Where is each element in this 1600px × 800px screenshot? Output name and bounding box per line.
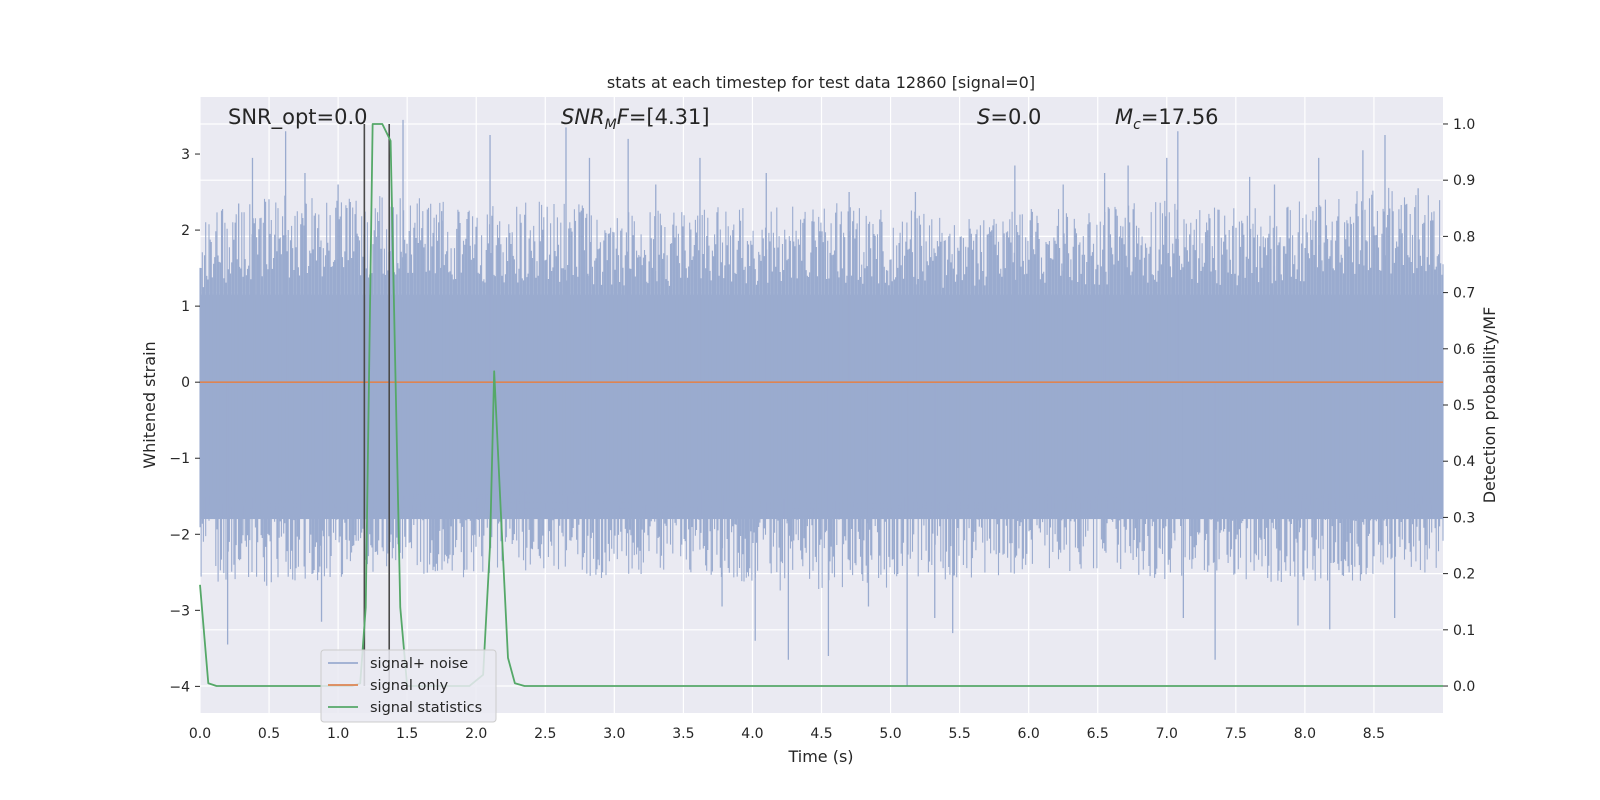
snr-mf-subscript: M [605, 117, 617, 133]
legend: signal+ noise signal only signal statist… [320, 649, 497, 723]
y-tick-label: 1 [181, 299, 190, 315]
y2-tick-label: 0.5 [1453, 398, 1475, 414]
y2-tick-label: 0.4 [1453, 454, 1475, 470]
x-tick-label: 0.0 [189, 726, 211, 742]
y2-tick-label: 0.1 [1453, 623, 1475, 639]
chart-title: stats at each timestep for test data 128… [607, 73, 1035, 92]
snr-mf-symbol-2: F [617, 105, 630, 129]
y2-tick-label: 0.0 [1453, 679, 1475, 695]
legend-label-signal-only: signal only [370, 678, 449, 694]
legend-label-signal-statistics: signal statistics [370, 700, 482, 716]
y2-tick-label: 0.9 [1453, 173, 1475, 189]
mc-subscript: c [1133, 117, 1141, 133]
x-tick-label: 3.5 [672, 726, 694, 742]
y-tick-label: −4 [169, 679, 190, 695]
mc-annotation: Mc=17.56 [1115, 105, 1219, 133]
s-annotation: S=0.0 [977, 105, 1041, 129]
signal-noise-series [199, 119, 1444, 687]
x-tick-label: 7.5 [1225, 726, 1247, 742]
y2-tick-label: 0.3 [1453, 510, 1475, 526]
snr-mf-annotation: SNRMF=[4.31] [561, 105, 710, 133]
x-tick-label: 1.5 [396, 726, 418, 742]
snr-opt-annotation: SNR_opt=0.0 [228, 105, 368, 130]
y-tick-label: 0 [181, 375, 190, 391]
y-tick-label: 2 [181, 223, 190, 239]
y-tick-label: −1 [169, 451, 190, 467]
y2-tick-label: 0.6 [1453, 342, 1475, 358]
x-tick-label: 5.0 [879, 726, 901, 742]
x-tick-label: 8.0 [1294, 726, 1316, 742]
y2-tick-label: 0.8 [1453, 229, 1475, 245]
x-axis-ticks: 0.0 0.5 1.0 1.5 2.0 2.5 3.0 3.5 4.0 4.5 5.0 5.5 6.0 6… [189, 726, 1385, 742]
mc-value: =17.56 [1141, 105, 1219, 129]
y-tick-label: 3 [181, 147, 190, 163]
x-tick-label: 2.5 [534, 726, 556, 742]
x-tick-label: 4.0 [741, 726, 763, 742]
x-tick-label: 5.5 [948, 726, 970, 742]
y2-tick-label: 0.2 [1453, 567, 1475, 583]
y-tick-label: −2 [169, 527, 190, 543]
s-symbol: S [977, 105, 990, 129]
x-tick-label: 4.5 [810, 726, 832, 742]
x-tick-label: 2.0 [465, 726, 487, 742]
mc-symbol: M [1115, 105, 1133, 129]
y-axis-label: Whitened strain [140, 341, 159, 468]
x-tick-label: 0.5 [258, 726, 280, 742]
x-tick-label: 1.0 [327, 726, 349, 742]
y2-axis-label: Detection probability/MF [1480, 307, 1499, 504]
y-axis-ticks: 3 2 1 0 −1 −2 −3 −4 [169, 147, 200, 695]
y-tick-label: −3 [169, 603, 190, 619]
legend-label-signal-noise: signal+ noise [370, 656, 468, 672]
x-tick-label: 6.5 [1087, 726, 1109, 742]
vertical-markers [363, 123, 391, 687]
x-tick-label: 7.0 [1156, 726, 1178, 742]
legend-box [320, 649, 497, 723]
y2-axis-ticks: 1.0 0.9 0.8 0.7 0.6 0.5 0.4 0.3 0.2 0.1 0.0 [1443, 117, 1475, 695]
x-tick-label: 8.5 [1363, 726, 1385, 742]
s-value: =0.0 [990, 105, 1041, 129]
y2-tick-label: 0.7 [1453, 286, 1475, 302]
x-axis-label: Time (s) [787, 747, 853, 766]
y2-tick-label: 1.0 [1453, 117, 1475, 133]
x-tick-label: 6.0 [1018, 726, 1040, 742]
snr-mf-symbol: SNR [561, 105, 605, 129]
snr-mf-value: =[4.31] [629, 105, 710, 129]
x-tick-label: 3.0 [603, 726, 625, 742]
